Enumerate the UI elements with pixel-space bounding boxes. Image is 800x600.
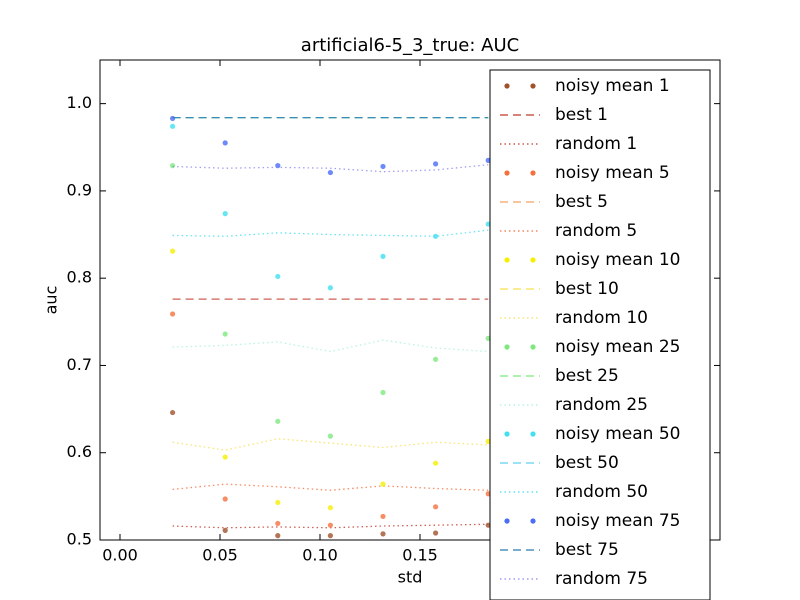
legend-label: noisy mean 25 <box>555 337 680 357</box>
x-tick-label: 0.15 <box>402 546 438 565</box>
legend-label: random 1 <box>555 134 637 154</box>
data-point <box>433 233 439 239</box>
data-point <box>170 123 176 129</box>
legend-marker <box>530 257 536 263</box>
series-line <box>172 339 489 353</box>
data-point <box>170 409 176 416</box>
series-line <box>172 229 489 237</box>
legend-label: noisy mean 10 <box>555 250 680 270</box>
legend-label: random 25 <box>555 395 648 415</box>
data-point <box>222 140 228 146</box>
data-point <box>433 504 439 510</box>
data-point <box>380 253 386 259</box>
legend-label: noisy mean 1 <box>555 76 670 96</box>
data-point <box>380 481 386 487</box>
legend-label: random 75 <box>555 569 648 589</box>
data-point <box>170 311 176 317</box>
data-point <box>380 163 386 170</box>
y-axis-label: auc <box>42 286 61 315</box>
data-point <box>275 533 281 539</box>
legend-label: best 50 <box>555 453 619 473</box>
legend-marker <box>530 170 536 176</box>
plot-area <box>170 115 491 539</box>
legend-marker <box>504 257 510 263</box>
x-tick-label: 0.00 <box>102 546 138 565</box>
y-tick-label: 0.7 <box>67 355 92 374</box>
legend: noisy mean 1 best 1 random 1 noisy mean 5 be… <box>489 69 711 600</box>
legend-label: best 25 <box>555 366 619 386</box>
data-point <box>327 505 333 511</box>
y-tick-label: 0.6 <box>67 442 92 461</box>
legend-label: best 10 <box>555 279 619 299</box>
axes-frame <box>99 59 721 541</box>
series-line <box>172 483 489 491</box>
legend-label: best 5 <box>555 192 608 212</box>
data-point <box>170 163 176 169</box>
data-point <box>275 163 281 169</box>
legend-marker <box>530 518 536 524</box>
legend-label: random 5 <box>555 221 637 241</box>
legend-marker <box>530 83 536 89</box>
x-axis-label: std <box>398 568 423 587</box>
data-point <box>380 513 386 520</box>
data-point <box>275 418 281 424</box>
series-line <box>172 523 489 529</box>
legend-marker <box>504 344 510 350</box>
data-point <box>275 273 281 280</box>
data-point <box>433 356 439 362</box>
chart-title: artificial6-5_3_true: AUC <box>301 35 519 56</box>
data-point <box>275 520 281 527</box>
legend-marker <box>504 518 510 524</box>
legend-label: noisy mean 50 <box>555 424 680 444</box>
y-tick-label: 0.5 <box>67 530 92 549</box>
data-point <box>222 211 228 217</box>
data-point <box>222 454 228 460</box>
legend-label: best 1 <box>555 105 608 125</box>
data-point <box>222 527 228 534</box>
legend-label: random 10 <box>555 308 648 328</box>
data-point <box>433 530 439 536</box>
data-point <box>222 331 228 337</box>
data-point <box>380 389 386 396</box>
series-line <box>172 164 489 173</box>
legend-label: best 75 <box>555 540 619 560</box>
legend-label: random 50 <box>555 482 648 502</box>
data-point <box>222 496 228 502</box>
x-tick-label: 0.10 <box>302 546 338 565</box>
legend-marker <box>504 170 510 176</box>
data-point <box>170 248 176 254</box>
legend-box <box>489 69 711 600</box>
data-point <box>327 285 333 291</box>
data-point <box>380 531 386 537</box>
data-point <box>170 115 176 122</box>
x-tick-label: 0.05 <box>202 546 238 565</box>
data-point <box>433 161 439 167</box>
y-tick-label: 0.8 <box>67 268 92 287</box>
legend-label: noisy mean 75 <box>555 511 680 531</box>
legend-label: noisy mean 5 <box>555 163 670 183</box>
data-point <box>275 499 281 506</box>
data-point <box>327 169 333 176</box>
data-point <box>433 460 439 466</box>
legend-marker <box>504 431 510 437</box>
legend-marker <box>504 83 510 89</box>
legend-marker <box>530 344 536 350</box>
data-point <box>327 522 333 528</box>
data-point <box>327 533 333 539</box>
y-tick-label: 0.9 <box>67 180 92 199</box>
y-tick-label: 1.0 <box>67 93 92 112</box>
data-point <box>327 433 333 439</box>
legend-marker <box>530 431 536 437</box>
